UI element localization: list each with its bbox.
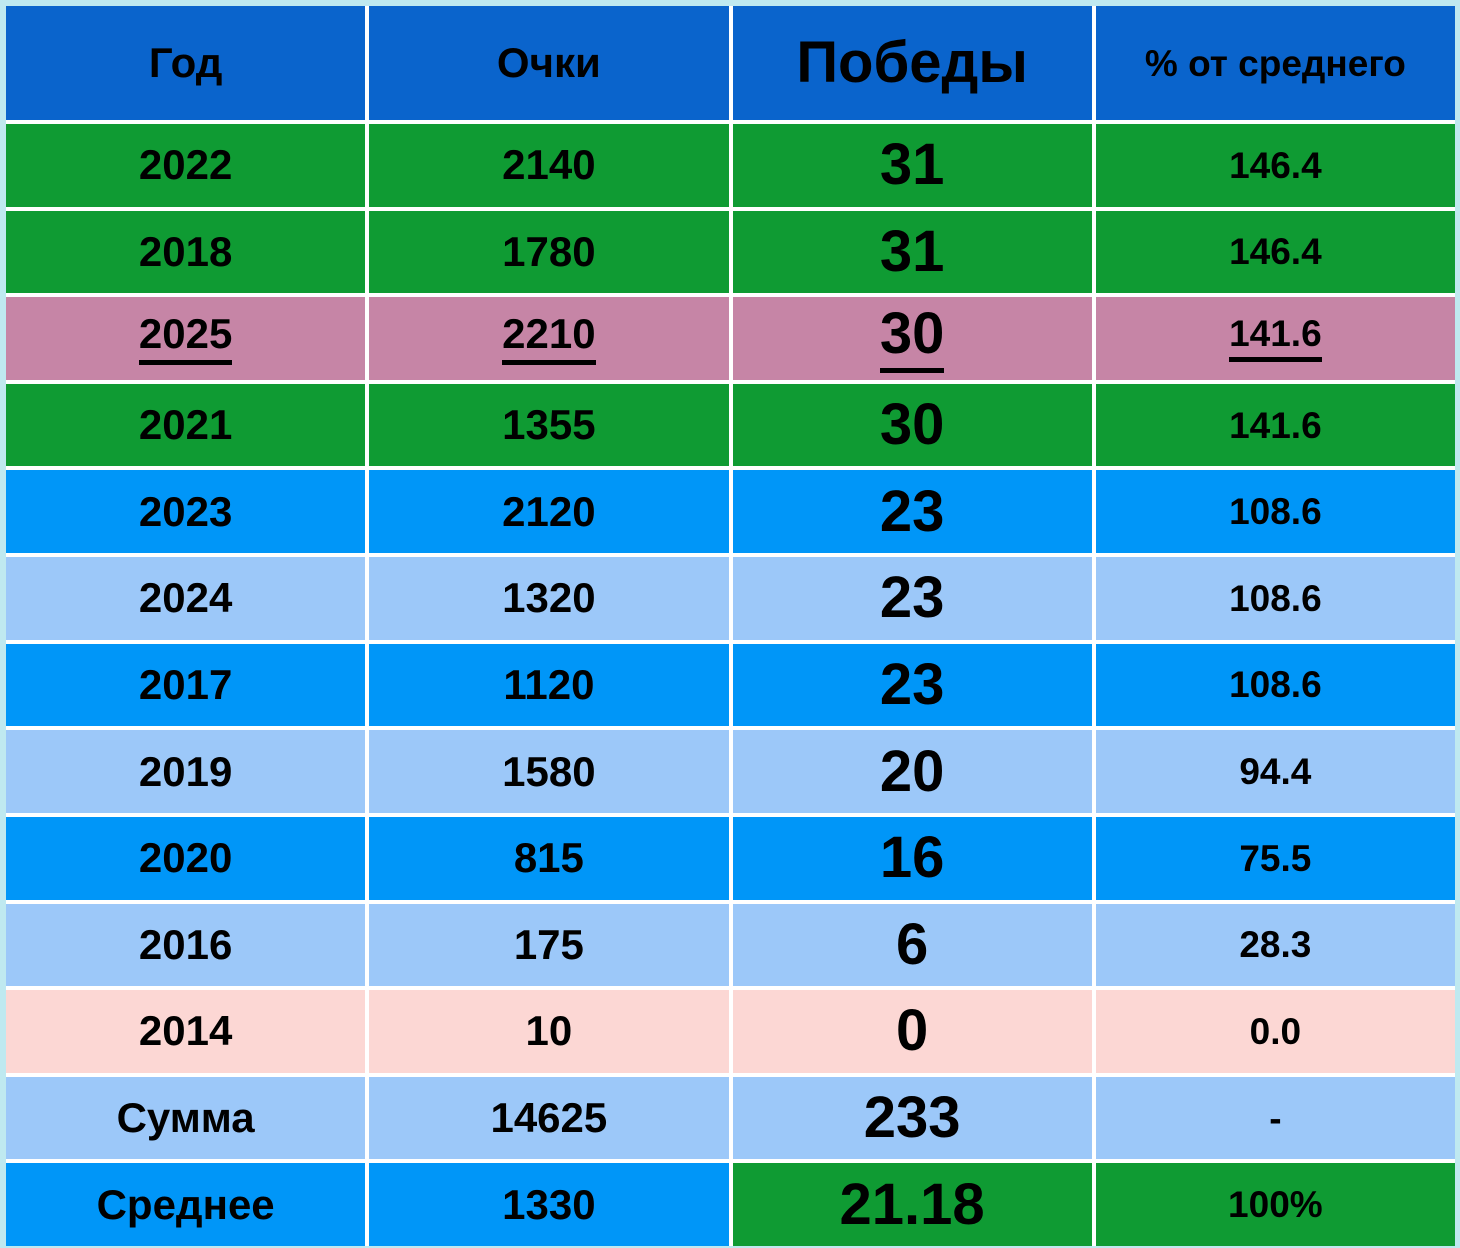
table-cell-Среднее-points: 1330 <box>369 1163 729 1246</box>
table-cell-Сумма-points: 14625 <box>369 1076 729 1160</box>
table-cell-2024-year: 2024 <box>6 557 366 640</box>
table-cell-2024-pct: 108.6 <box>1095 557 1455 640</box>
table-cell-2020-pct: 75.5 <box>1095 816 1455 900</box>
table-cell-2016-wins: 6 <box>732 903 1092 987</box>
table-cell-Среднее-pct: 100% <box>1095 1163 1455 1246</box>
table-cell-2023-pct: 108.6 <box>1095 470 1455 554</box>
table-cell-2023-wins: 23 <box>732 470 1092 554</box>
table-cell-Сумма-year: Сумма <box>6 1076 366 1160</box>
column-header-wins: Победы <box>732 6 1092 120</box>
table-cell-2019-pct: 94.4 <box>1095 730 1455 813</box>
table-cell-Среднее-wins: 21.18 <box>732 1163 1092 1246</box>
table-cell-2020-points: 815 <box>369 816 729 900</box>
table-cell-2025-points: 2210 <box>369 297 729 380</box>
table-cell-2021-points: 1355 <box>369 383 729 467</box>
underlined-value: 2025 <box>138 312 233 365</box>
table-cell-2019-points: 1580 <box>369 730 729 813</box>
table-cell-2024-wins: 23 <box>732 557 1092 640</box>
table-cell-2022-year: 2022 <box>6 124 366 207</box>
table-cell-2014-wins: 0 <box>732 990 1092 1073</box>
table-cell-2020-year: 2020 <box>6 816 366 900</box>
table-cell-2023-points: 2120 <box>369 470 729 554</box>
table-cell-2020-wins: 16 <box>732 816 1092 900</box>
table-cell-2018-year: 2018 <box>6 210 366 294</box>
table-cell-2014-points: 10 <box>369 990 729 1073</box>
table-cell-2021-pct: 141.6 <box>1095 383 1455 467</box>
table-cell-2018-pct: 146.4 <box>1095 210 1455 294</box>
table-cell-2017-points: 1120 <box>369 643 729 727</box>
table-cell-2016-year: 2016 <box>6 903 366 987</box>
table-cell-2018-wins: 31 <box>732 210 1092 294</box>
table-cell-2019-wins: 20 <box>732 730 1092 813</box>
table-grid: Год Очки Победы% от среднего 2022 2140 31 146.… <box>6 6 1455 1246</box>
table-cell-2016-pct: 28.3 <box>1095 903 1455 987</box>
underlined-value: 2210 <box>502 312 596 365</box>
table-cell-2025-pct: 141.6 <box>1095 297 1455 380</box>
column-header-points: Очки <box>369 6 729 120</box>
table-cell-2017-year: 2017 <box>6 643 366 727</box>
underlined-value: 30 <box>879 304 945 373</box>
table-cell-2024-points: 1320 <box>369 557 729 640</box>
column-header-pct: % от среднего <box>1095 6 1455 120</box>
column-header-year: Год <box>6 6 366 120</box>
table-cell-2021-year: 2021 <box>6 383 366 467</box>
table-cell-2025-wins: 30 <box>732 297 1092 380</box>
table-cell-2022-points: 2140 <box>369 124 729 207</box>
table-cell-Среднее-year: Среднее <box>6 1163 366 1246</box>
table-cell-Сумма-wins: 233 <box>732 1076 1092 1160</box>
table-cell-2014-pct: 0.0 <box>1095 990 1455 1073</box>
underlined-value: 141.6 <box>1229 315 1322 363</box>
table-cell-2021-wins: 30 <box>732 383 1092 467</box>
table-cell-Сумма-pct: - <box>1095 1076 1455 1160</box>
table-cell-2019-year: 2019 <box>6 730 366 813</box>
table-cell-2025-year: 2025 <box>6 297 366 380</box>
table-cell-2022-pct: 146.4 <box>1095 124 1455 207</box>
table-cell-2023-year: 2023 <box>6 470 366 554</box>
table-cell-2022-wins: 31 <box>732 124 1092 207</box>
table-cell-2017-pct: 108.6 <box>1095 643 1455 727</box>
table-cell-2017-wins: 23 <box>732 643 1092 727</box>
table-cell-2018-points: 1780 <box>369 210 729 294</box>
table-cell-2014-year: 2014 <box>6 990 366 1073</box>
table-cell-2016-points: 175 <box>369 903 729 987</box>
